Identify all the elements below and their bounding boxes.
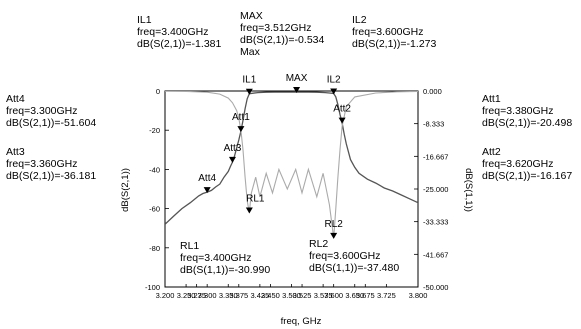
x-tick-label: 3.300 (198, 291, 217, 300)
x-tick-label: 3.250 (177, 291, 196, 300)
readout-max-line: MAX (240, 10, 263, 22)
x-tick-label: 3.725 (377, 291, 396, 300)
readout-max-line: dB(S(2,1))=-0.534 (240, 34, 324, 46)
x-tick-label: 3.675 (356, 291, 375, 300)
marker-att3 (228, 156, 236, 163)
readout-rl1-line: RL1 (180, 240, 199, 252)
x-tick-label: 3.575 (314, 291, 333, 300)
readout-il1-line: dB(S(2,1))=-1.381 (137, 38, 221, 50)
series-line-s21 (165, 91, 418, 225)
readout-att4-line: dB(S(2,1))=-51.604 (6, 117, 96, 129)
readout-att4-line: Att4 (6, 93, 25, 105)
marker-max (293, 87, 301, 94)
y-right-tick-label: -33.333 (423, 218, 448, 227)
y-left-tick-label: -80 (149, 244, 160, 253)
readout-il1-line: freq=3.400GHz (137, 26, 209, 38)
x-tick-label: 3.650 (345, 291, 364, 300)
readout-il2-line: dB(S(2,1))=-1.273 (352, 38, 436, 50)
readout-rl2-line: dB(S(1,1))=-37.480 (309, 262, 399, 274)
readout-att2-line: Att2 (482, 146, 501, 158)
marker-att1 (237, 126, 245, 133)
marker-rl1 (245, 207, 253, 214)
x-tick-label: 3.600 (324, 291, 343, 300)
y-axis-left-label: dB(S(2,1)) (120, 168, 131, 212)
x-tick-label: 3.450 (261, 291, 280, 300)
readout-rl1-line: dB(S(1,1))=-30.990 (180, 264, 270, 276)
y-left-tick-label: -40 (149, 165, 160, 174)
readout-att3-line: freq=3.360GHz (6, 158, 78, 170)
x-tick-label: 3.200 (156, 291, 175, 300)
marker-label-il1: IL1 (242, 75, 256, 86)
y-right-tick-label: -41.667 (423, 250, 448, 259)
y-left-tick-label: 0 (156, 87, 160, 96)
marker-label-rl1: RL1 (246, 193, 265, 204)
y-right-tick-label: 0.000 (423, 87, 442, 96)
y-right-tick-label: -50.000 (423, 283, 448, 292)
y-left-tick-label: -20 (149, 126, 160, 135)
marker-att4 (203, 187, 211, 194)
readout-att3-line: Att3 (6, 146, 25, 158)
readout-rl1-line: freq=3.400GHz (180, 252, 252, 264)
readout-att1-line: freq=3.380GHz (482, 105, 554, 117)
readout-il2-line: IL2 (352, 14, 367, 26)
marker-label-att4: Att4 (198, 173, 216, 184)
x-tick-label: 3.800 (409, 291, 428, 300)
x-tick-label: 3.350 (219, 291, 238, 300)
marker-label-il2: IL2 (327, 74, 341, 85)
marker-il1 (245, 88, 253, 95)
readout-max-line: freq=3.512GHz (240, 22, 312, 34)
series-line-s11 (165, 91, 418, 239)
marker-rl2 (330, 232, 338, 239)
marker-att2 (338, 117, 346, 124)
readout-il2-line: freq=3.600GHz (352, 26, 424, 38)
marker-label-max: MAX (286, 73, 308, 84)
y-right-tick-label: -16.667 (423, 152, 448, 161)
readout-il1-line: IL1 (137, 14, 152, 26)
y-right-tick-label: -25.000 (423, 185, 448, 194)
marker-il2 (330, 88, 338, 95)
readout-att1-line: dB(S(2,1))=-20.498 (482, 117, 572, 129)
readout-max-line: Max (240, 46, 261, 58)
readout-att3-line: dB(S(2,1))=-36.181 (6, 170, 96, 182)
marker-label-att2: Att2 (333, 104, 351, 115)
readout-rl2-line: RL2 (309, 238, 328, 250)
y-left-tick-label: -60 (149, 205, 160, 214)
marker-label-rl2: RL2 (324, 219, 343, 230)
y-axis-right-label: dB(S(1,1)) (463, 168, 474, 212)
readout-rl2-line: freq=3.600GHz (309, 250, 381, 262)
x-tick-label: 3.525 (293, 291, 312, 300)
readout-att4-line: freq=3.300GHz (6, 105, 78, 117)
x-axis-label: freq, GHz (281, 316, 322, 327)
readout-att2-line: dB(S(2,1))=-16.167 (482, 170, 572, 182)
x-tick-label: 3.275 (187, 291, 206, 300)
y-left-tick-label: -100 (145, 283, 160, 292)
x-tick-label: 3.375 (229, 291, 248, 300)
x-tick-label: 3.500 (282, 291, 301, 300)
readout-att1-line: Att1 (482, 93, 501, 105)
marker-label-att3: Att3 (224, 143, 242, 154)
marker-label-att1: Att1 (232, 112, 250, 123)
x-tick-label: 3.425 (250, 291, 269, 300)
readout-att2-line: freq=3.620GHz (482, 158, 554, 170)
y-right-tick-label: -8.333 (423, 120, 444, 129)
